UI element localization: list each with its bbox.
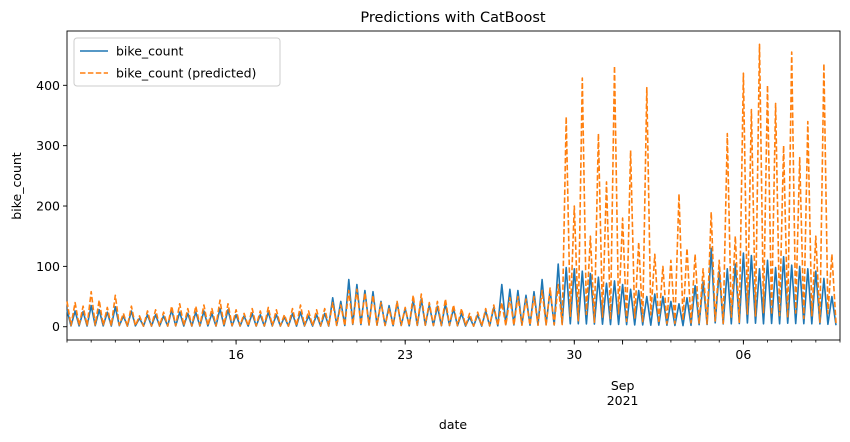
legend-label: bike_count [116, 44, 184, 59]
legend-frame [73, 37, 281, 87]
series-line-2 [66, 43, 837, 327]
x-year-label: 2021 [607, 393, 639, 408]
x-tick-label: 23 [397, 347, 413, 362]
chart-title: Predictions with CatBoost [360, 10, 546, 26]
y-tick-label: 200 [36, 199, 60, 214]
legend: bike_count bike_count (predicted) [73, 37, 281, 87]
y-tick-label: 100 [36, 259, 60, 274]
x-tick-label: 30 [566, 347, 582, 362]
x-axis-label: date [439, 417, 467, 432]
y-axis: 0 100 200 300 400 [36, 78, 67, 334]
y-axis-label: bike_count [9, 152, 24, 220]
y-tick-label: 400 [36, 78, 60, 93]
legend-label: bike_count (predicted) [116, 66, 256, 81]
x-tick-label: 06 [735, 347, 751, 362]
x-tick-label: 16 [228, 347, 244, 362]
series-layer [66, 43, 837, 327]
y-tick-label: 300 [36, 138, 60, 153]
y-tick-label: 0 [52, 319, 60, 334]
x-month-label: Sep [611, 378, 635, 393]
